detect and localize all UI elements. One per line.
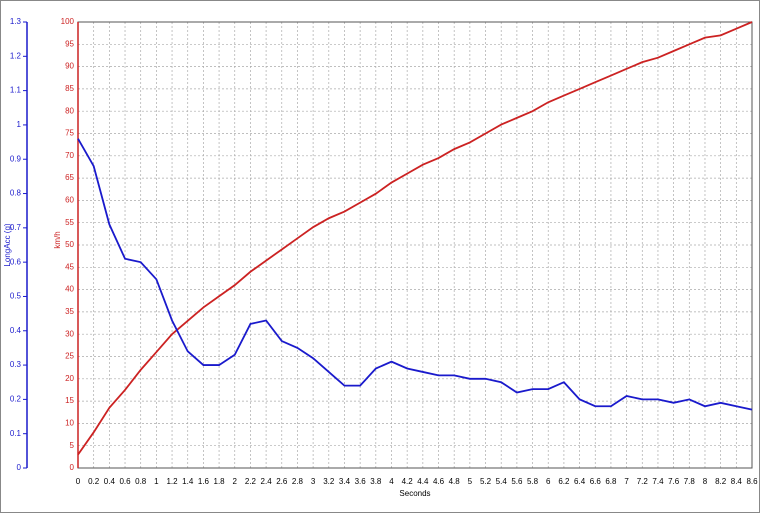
- x-tick-label: 0.2: [88, 477, 100, 486]
- y-tick-label: 35: [65, 307, 74, 316]
- y-tick-label: 0: [70, 463, 75, 472]
- y2-tick-label: 0.9: [10, 154, 22, 163]
- y2-tick-label: 1.1: [10, 86, 22, 95]
- x-tick-label: 1.4: [182, 477, 194, 486]
- x-tick-label: 6.8: [605, 477, 617, 486]
- x-tick-label: 2.8: [292, 477, 304, 486]
- y2-tick-label: 0.3: [10, 360, 22, 369]
- x-tick-label: 0.8: [135, 477, 147, 486]
- x-tick-label: 4.8: [449, 477, 461, 486]
- y-tick-label: 80: [65, 106, 74, 115]
- x-tick-label: 7: [624, 477, 629, 486]
- x-tick-label: 0.4: [104, 477, 116, 486]
- y-tick-label: 95: [65, 39, 74, 48]
- x-tick-label: 2: [233, 477, 238, 486]
- y-tick-label: 20: [65, 374, 74, 383]
- x-tick-label: 8.6: [746, 477, 758, 486]
- x-tick-label: 0.6: [119, 477, 131, 486]
- x-tick-label: 7.8: [684, 477, 696, 486]
- x-tick-label: 8.4: [731, 477, 743, 486]
- y2-tick-label: 0.6: [10, 257, 22, 266]
- y2-tick-label: 0.1: [10, 429, 22, 438]
- x-tick-label: 3.8: [370, 477, 382, 486]
- x-tick-label: 3: [311, 477, 316, 486]
- x-tick-label: 3.6: [355, 477, 367, 486]
- x-tick-label: 3.4: [339, 477, 351, 486]
- y2-tick-label: 0.7: [10, 223, 22, 232]
- y-tick-label: 85: [65, 84, 74, 93]
- x-axis-label: Seconds: [399, 489, 430, 498]
- y2-tick-label: 0.2: [10, 394, 22, 403]
- x-tick-label: 4: [389, 477, 394, 486]
- y-tick-label: 75: [65, 129, 74, 138]
- y-tick-label: 25: [65, 352, 74, 361]
- x-tick-label: 8.2: [715, 477, 727, 486]
- series-line: [77, 138, 753, 411]
- x-tick-label: 1: [154, 477, 159, 486]
- x-tick-label: 1.8: [214, 477, 226, 486]
- x-tick-label: 6: [546, 477, 551, 486]
- x-tick-label: 2.6: [276, 477, 288, 486]
- y-tick-label: 5: [70, 441, 75, 450]
- y-tick-label: 100: [61, 17, 75, 26]
- y-tick-label: 10: [65, 419, 74, 428]
- x-tick-label: 7.4: [652, 477, 664, 486]
- y-tick-label: 45: [65, 262, 74, 271]
- y2-tick-label: 1.2: [10, 51, 22, 60]
- y-axis-label: km/h: [53, 231, 62, 248]
- y-tick-label: 55: [65, 218, 74, 227]
- y-tick-label: 50: [65, 240, 74, 249]
- y2-tick-label: 0.4: [10, 326, 22, 335]
- y2-tick-label: 1.3: [10, 17, 22, 26]
- x-tick-label: 3.2: [323, 477, 335, 486]
- x-tick-label: 1.6: [198, 477, 210, 486]
- x-tick-label: 5.4: [496, 477, 508, 486]
- x-tick-label: 4.4: [417, 477, 429, 486]
- x-tick-label: 4.2: [402, 477, 414, 486]
- x-tick-label: 1.2: [166, 477, 178, 486]
- y-tick-label: 70: [65, 151, 74, 160]
- y2-tick-label: 1: [17, 120, 22, 129]
- x-tick-label: 0: [76, 477, 81, 486]
- y2-tick-label: 0: [17, 463, 22, 472]
- x-tick-label: 8: [703, 477, 708, 486]
- y-tick-label: 65: [65, 173, 74, 182]
- series-line: [77, 21, 753, 456]
- y-tick-label: 30: [65, 329, 74, 338]
- x-tick-label: 7.2: [637, 477, 649, 486]
- y2-tick-label: 0.8: [10, 189, 22, 198]
- x-tick-label: 4.6: [433, 477, 445, 486]
- x-tick-label: 2.2: [245, 477, 257, 486]
- y-tick-label: 60: [65, 196, 74, 205]
- x-tick-label: 6.6: [590, 477, 602, 486]
- y2-tick-label: 0.5: [10, 292, 22, 301]
- y-tick-label: 90: [65, 62, 74, 71]
- x-tick-label: 6.2: [558, 477, 570, 486]
- x-tick-label: 5: [468, 477, 473, 486]
- y-tick-label: 40: [65, 285, 74, 294]
- x-tick-label: 2.4: [261, 477, 273, 486]
- x-tick-label: 6.4: [574, 477, 586, 486]
- x-tick-label: 5.6: [511, 477, 523, 486]
- x-tick-label: 7.6: [668, 477, 680, 486]
- x-tick-label: 5.2: [480, 477, 492, 486]
- y-tick-label: 15: [65, 396, 74, 405]
- y2-axis-label: LongAcc (g): [3, 223, 12, 266]
- x-tick-label: 5.8: [527, 477, 539, 486]
